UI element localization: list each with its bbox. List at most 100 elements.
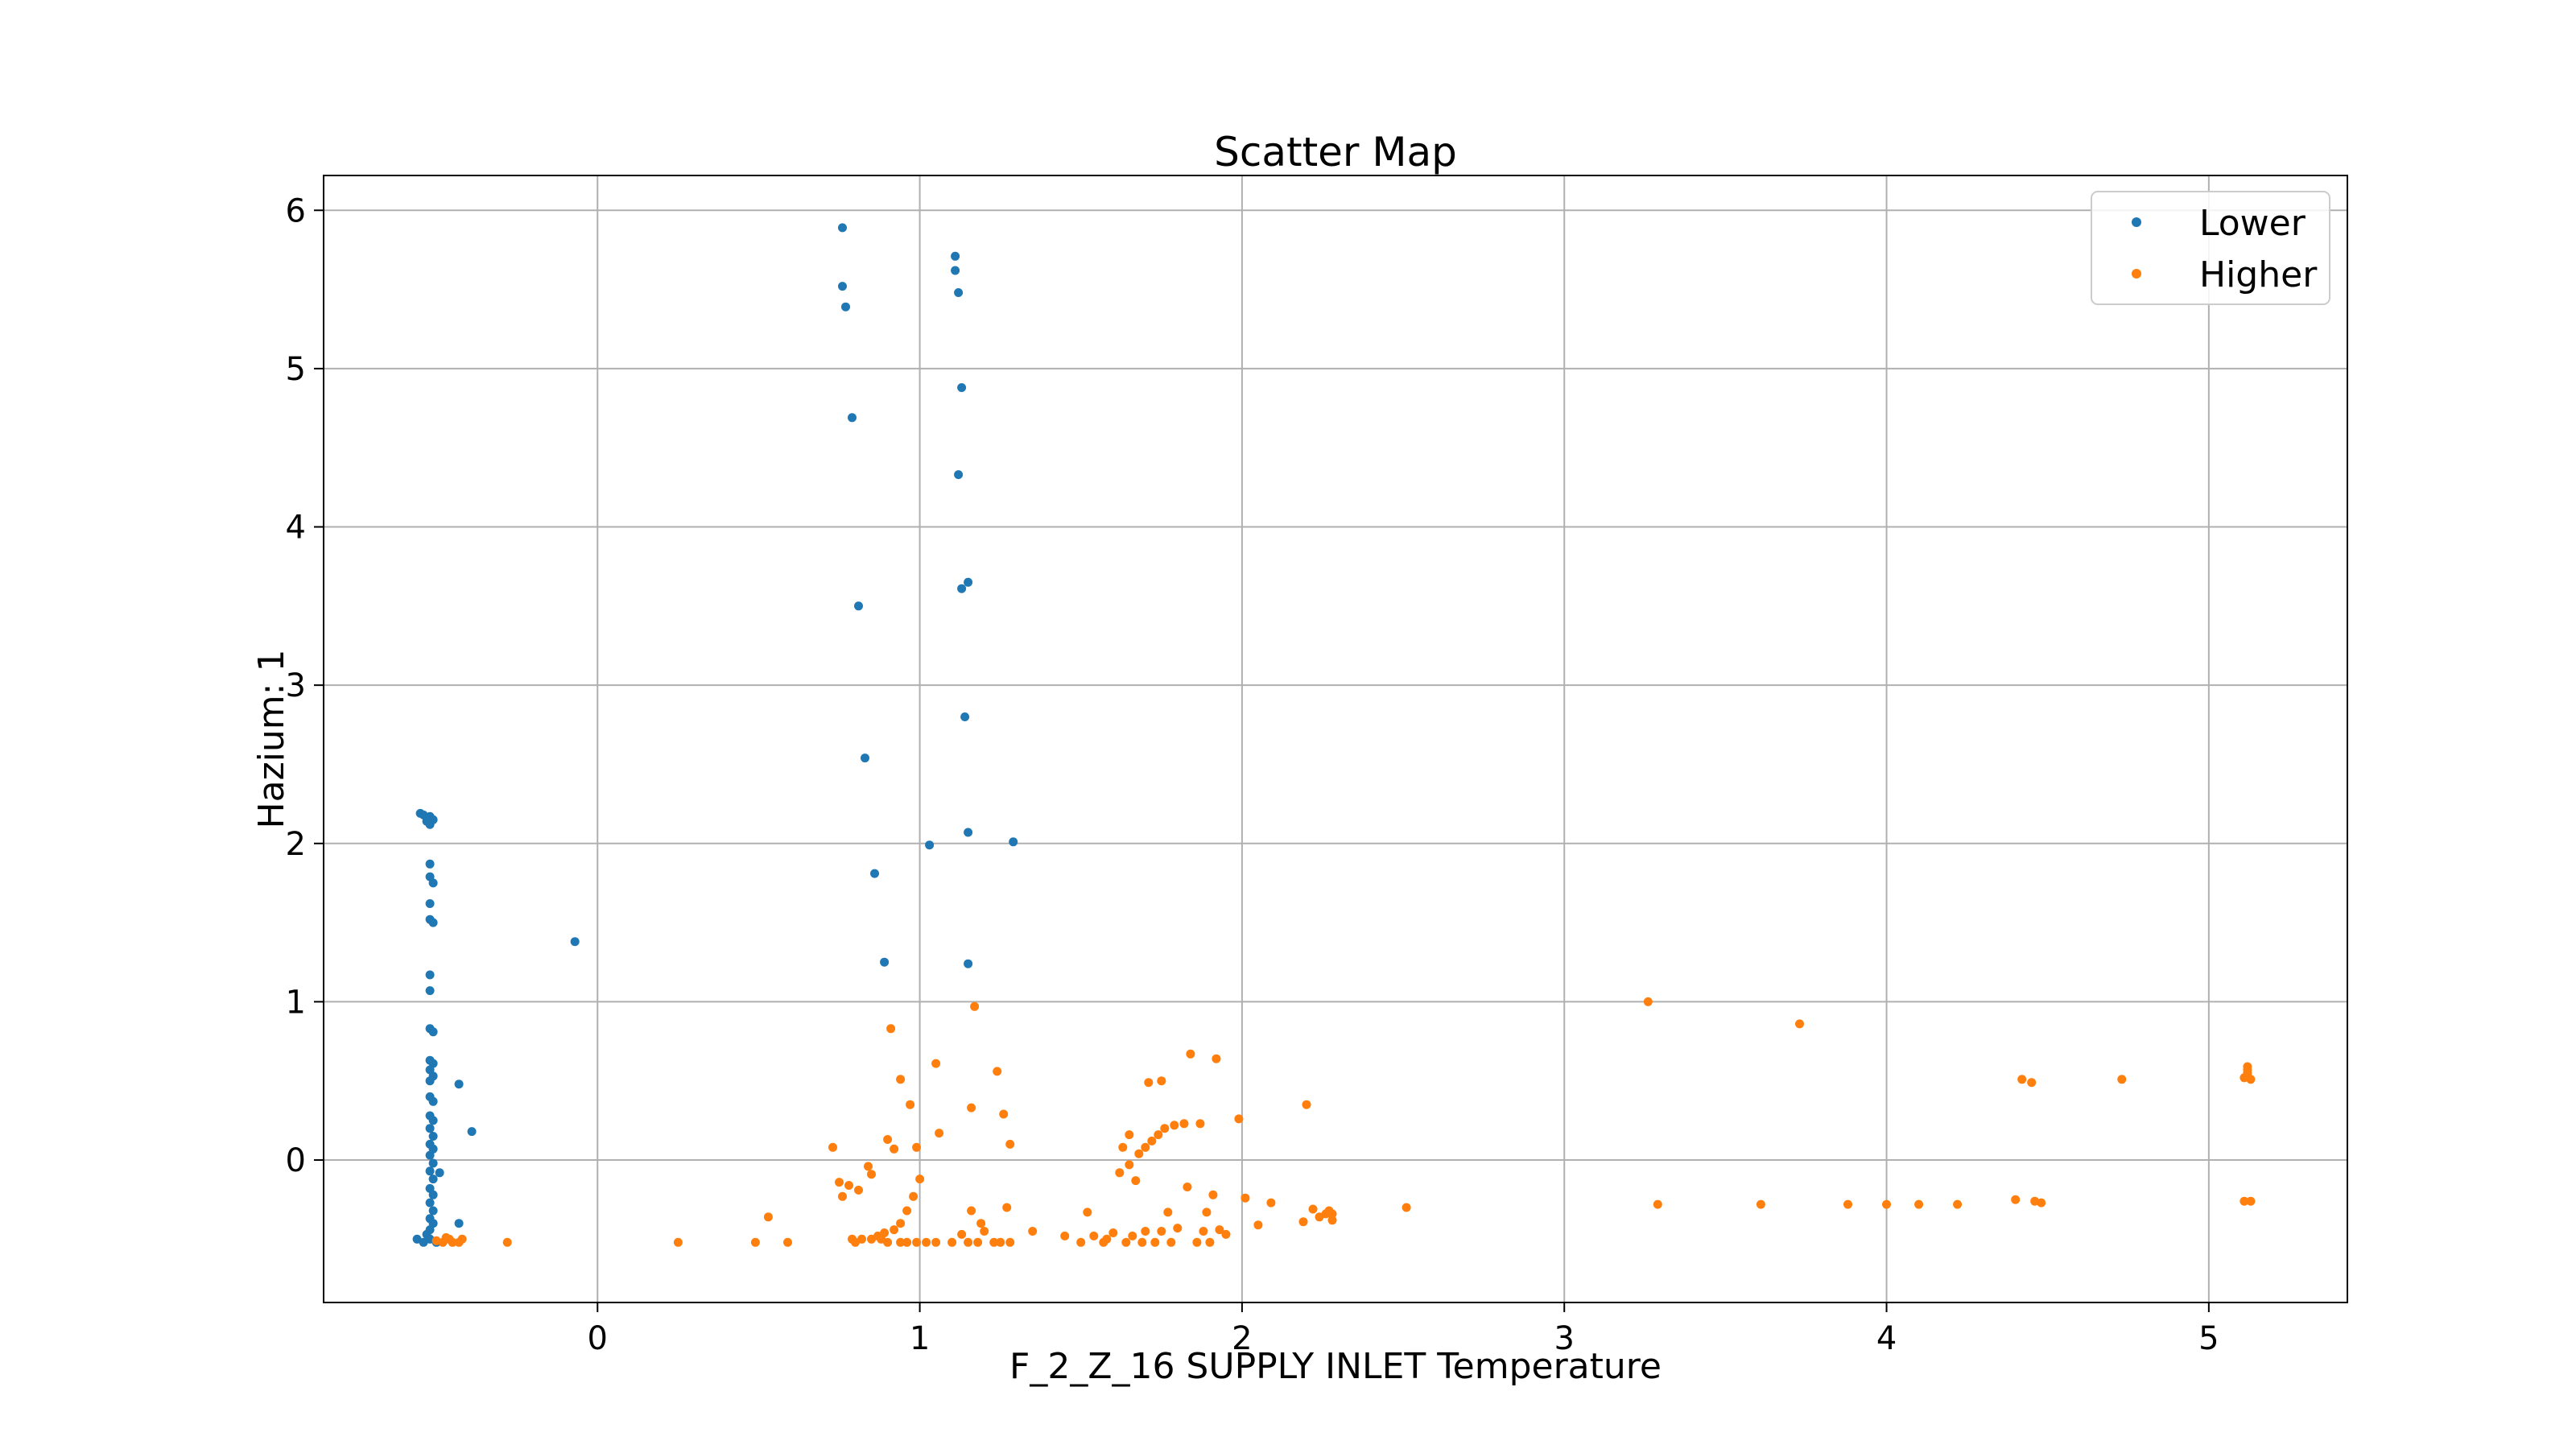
data-point — [912, 1142, 922, 1152]
data-point — [1157, 1227, 1166, 1236]
data-point — [848, 413, 857, 423]
data-point — [996, 1237, 1005, 1247]
data-point — [1108, 1228, 1118, 1237]
data-point — [1157, 1076, 1166, 1086]
legend-marker — [2132, 217, 2141, 227]
data-point — [957, 383, 967, 392]
data-point — [1308, 1204, 1318, 1214]
y-axis-label: Hazium: 1 — [251, 650, 292, 829]
data-point — [844, 1181, 853, 1190]
data-point — [1221, 1229, 1231, 1239]
data-point — [1128, 1231, 1137, 1241]
x-axis-label: F_2_Z_16 SUPPLY INLET Temperature — [1009, 1346, 1662, 1387]
data-point — [880, 957, 890, 967]
y-tick-label: 4 — [286, 510, 306, 547]
data-point — [502, 1237, 512, 1247]
data-point — [425, 1150, 435, 1160]
data-point — [1173, 1224, 1183, 1233]
data-point — [1882, 1199, 1891, 1209]
data-point — [1795, 1019, 1804, 1029]
x-tick-label: 0 — [588, 1320, 608, 1357]
data-point — [1327, 1209, 1337, 1219]
chart-title: Scatter Map — [1214, 129, 1457, 175]
data-point — [425, 970, 435, 980]
data-point — [970, 1001, 980, 1011]
y-tick-label: 3 — [286, 667, 306, 704]
data-point — [954, 288, 964, 297]
data-point — [964, 1237, 973, 1247]
legend: Lower Higher — [2091, 191, 2330, 305]
data-point — [428, 1132, 438, 1141]
data-point — [1150, 1237, 1160, 1247]
grid — [324, 175, 2347, 1302]
data-point — [1134, 1149, 1144, 1158]
data-point — [964, 828, 973, 837]
data-point — [1009, 837, 1018, 847]
plot-area-frame — [323, 175, 2348, 1303]
data-point — [935, 1129, 944, 1138]
data-point — [454, 1219, 464, 1228]
data-point — [925, 840, 935, 850]
y-tick-label: 2 — [286, 826, 306, 863]
data-point — [854, 601, 863, 611]
data-point — [1302, 1100, 1311, 1109]
data-point — [570, 937, 580, 947]
data-point — [870, 869, 879, 878]
data-point — [880, 1228, 890, 1237]
data-point — [1115, 1168, 1125, 1178]
data-point — [1089, 1231, 1099, 1241]
data-point — [1166, 1237, 1176, 1247]
data-point — [1195, 1119, 1205, 1129]
data-point — [457, 1234, 467, 1244]
data-point — [428, 878, 438, 888]
data-point — [931, 1237, 941, 1247]
data-point — [947, 1237, 957, 1247]
data-point — [1402, 1203, 1411, 1212]
legend-label: Higher — [2199, 254, 2318, 295]
data-point — [886, 1024, 896, 1034]
data-point — [428, 1174, 438, 1184]
data-point — [2240, 1073, 2249, 1083]
data-point — [838, 223, 847, 233]
data-point — [2240, 1196, 2249, 1206]
data-point — [1147, 1136, 1157, 1146]
data-point — [673, 1237, 683, 1247]
data-point — [973, 1237, 983, 1247]
data-point — [1083, 1208, 1092, 1217]
data-point — [425, 859, 435, 869]
data-point — [1253, 1220, 1263, 1230]
data-point — [828, 1142, 837, 1152]
data-point — [1102, 1234, 1112, 1244]
data-point — [2027, 1078, 2037, 1088]
data-point — [841, 302, 850, 312]
data-point — [428, 1027, 438, 1037]
data-point — [1953, 1199, 1963, 1209]
data-point — [1005, 1237, 1015, 1247]
data-point — [425, 986, 435, 996]
data-point — [951, 251, 960, 261]
data-point — [909, 1191, 919, 1201]
data-point — [425, 1198, 435, 1208]
data-point — [1298, 1217, 1308, 1227]
data-point — [1234, 1114, 1244, 1124]
data-point — [1141, 1142, 1150, 1152]
data-point — [1183, 1183, 1192, 1191]
data-point — [2246, 1196, 2256, 1206]
data-point — [467, 1127, 477, 1137]
data-point — [1005, 1139, 1015, 1149]
data-point — [1241, 1193, 1250, 1203]
data-point — [1327, 1216, 1337, 1225]
data-point — [1643, 997, 1653, 1006]
data-point — [902, 1206, 912, 1216]
data-point — [922, 1237, 931, 1247]
axis-ticks: 0 1 2 3 4 5 0 1 2 3 4 5 6 — [286, 192, 2219, 1357]
data-point — [1266, 1198, 1276, 1208]
data-point — [915, 1174, 925, 1184]
data-point — [1154, 1130, 1163, 1140]
y-tick-label: 0 — [286, 1142, 306, 1179]
data-point — [967, 1206, 976, 1216]
data-point — [1212, 1054, 1221, 1063]
data-point — [428, 1206, 438, 1216]
data-point — [425, 1124, 435, 1133]
data-point — [454, 1080, 464, 1089]
